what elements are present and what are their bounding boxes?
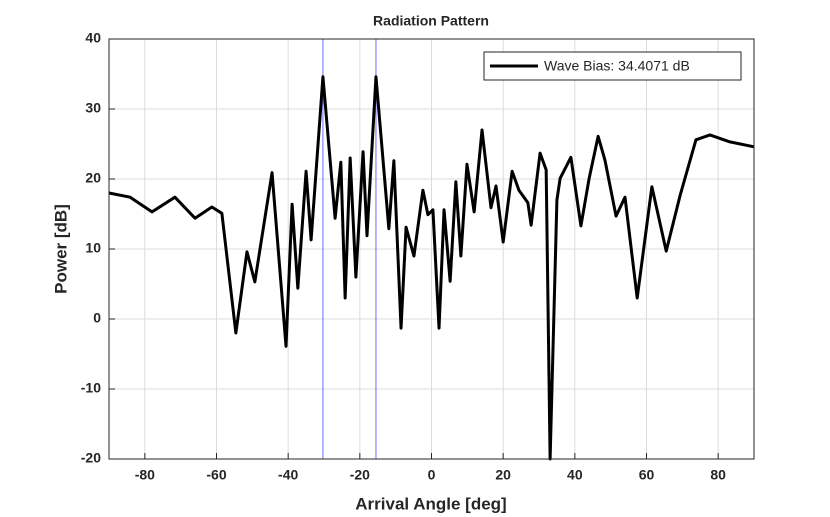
- y-axis-label: Power [dB]: [51, 204, 70, 294]
- legend-label: Wave Bias: 34.4071 dB: [544, 58, 690, 74]
- x-tick-label: 0: [428, 467, 436, 483]
- x-tick-label: 60: [639, 467, 655, 483]
- y-tick-label: 0: [93, 310, 101, 326]
- y-tick-label: -10: [81, 380, 101, 396]
- y-tick-label: 20: [85, 170, 101, 186]
- axes-box: [108, 38, 755, 460]
- x-tick-label: 20: [495, 467, 511, 483]
- y-tick-label: 40: [85, 30, 101, 46]
- x-tick-label: -20: [350, 467, 370, 483]
- x-tick-label: -60: [206, 467, 226, 483]
- x-tick-label: -80: [135, 467, 155, 483]
- y-tick-label: -20: [81, 450, 101, 466]
- y-tick-label: 10: [85, 240, 101, 256]
- x-tick-label: -40: [278, 467, 298, 483]
- x-axis-label: Arrival Angle [deg]: [355, 494, 506, 513]
- y-tick-label: 30: [85, 100, 101, 116]
- x-tick-label: 80: [710, 467, 726, 483]
- data-line: [108, 75, 755, 461]
- x-tick-label: 40: [567, 467, 583, 483]
- chart-title: Radiation Pattern: [373, 13, 489, 29]
